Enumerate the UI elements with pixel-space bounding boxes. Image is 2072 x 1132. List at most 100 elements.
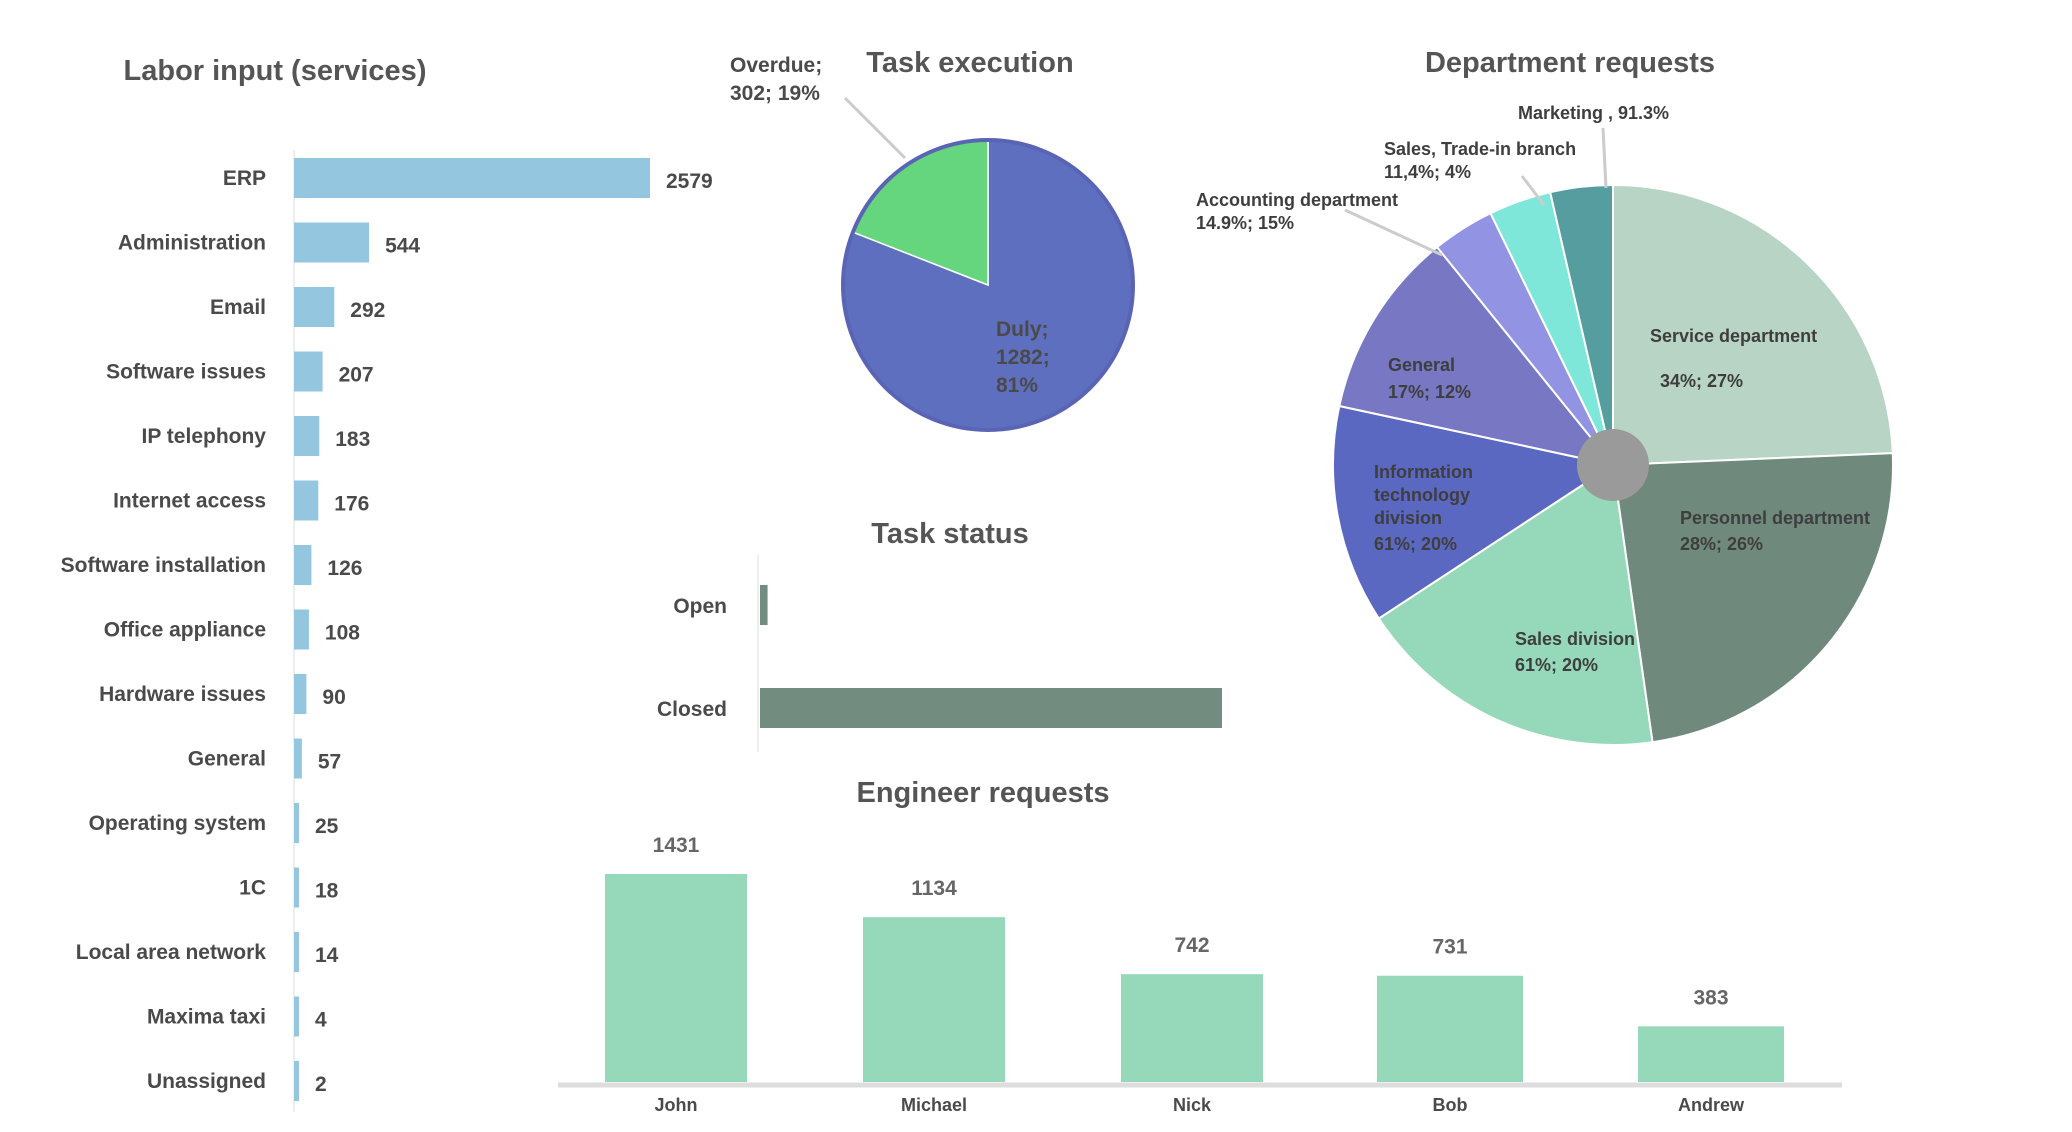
- labor-bar-software-issues: [294, 351, 323, 392]
- labor-bar-local-area-network: [294, 932, 299, 972]
- labor-value-local-area-network: 14: [315, 944, 339, 967]
- dept-label-information-technology-division: Information technology division: [1374, 462, 1473, 528]
- labor-value-administration: 544: [385, 235, 420, 258]
- engineer-bar-john: [605, 874, 747, 1082]
- execution-chart: Task execution Duly; 1282; 81% Overdue; 302;…: [730, 47, 1135, 432]
- engineer-label-andrew: Andrew: [1678, 1095, 1745, 1115]
- dept-slice-information-technology-division: [1332, 404, 1616, 620]
- labor-value-unassigned: 2: [315, 1073, 327, 1096]
- labor-label-unassigned: Unassigned: [147, 1070, 266, 1093]
- dept-pie-center: [1577, 429, 1649, 501]
- labor-chart: Labor input (services) ERP 2579 Administra…: [61, 55, 713, 1112]
- execution-label-overdue: Overdue; 302; 19%: [730, 54, 822, 105]
- department-chart: Department requests Service department 34…: [1196, 47, 1894, 746]
- engineer-value-michael: 1134: [911, 877, 957, 900]
- labor-label-software-issues: Software issues: [106, 361, 266, 384]
- labor-bar-maxima-taxi: [294, 996, 299, 1037]
- status-label-closed: Closed: [657, 698, 727, 721]
- labor-label-ip-telephony: IP telephony: [142, 425, 267, 448]
- labor-label-internet-access: Internet access: [113, 490, 266, 513]
- dept-label-general: General: [1388, 355, 1455, 375]
- dept-value-accounting-department: 14.9%; 15%: [1196, 213, 1294, 233]
- labor-value-hardware-issues: 90: [322, 686, 345, 709]
- labor-label-email: Email: [210, 296, 266, 319]
- labor-bar-general: [294, 738, 302, 779]
- dept-label-sales-division: Sales division: [1515, 629, 1635, 649]
- labor-label-administration: Administration: [118, 232, 266, 255]
- execution-chart-title: Task execution: [866, 47, 1073, 79]
- execution-pie-rim: [841, 138, 1135, 432]
- labor-value-general: 57: [318, 751, 341, 774]
- labor-bar-erp: [294, 158, 650, 198]
- dept-label-sales-trade-in-branch: Sales, Trade-in branch: [1384, 139, 1576, 159]
- engineer-bar-andrew: [1638, 1026, 1784, 1082]
- engineer-label-nick: Nick: [1173, 1095, 1212, 1115]
- engineer-label-bob: Bob: [1433, 1095, 1468, 1115]
- dept-value-personnel-department: 28%; 26%: [1680, 534, 1763, 554]
- labor-value-email: 292: [350, 299, 385, 322]
- execution-label-overdue-line: 302; 19%: [730, 82, 820, 105]
- labor-value-office-appliance: 108: [325, 622, 360, 645]
- engineer-value-nick: 742: [1174, 934, 1209, 957]
- engineer-value-john: 1431: [653, 834, 700, 857]
- dept-value-sales-trade-in-branch: 11,4%; 4%: [1384, 162, 1471, 182]
- status-label-open: Open: [673, 595, 727, 618]
- engineer-bar-michael: [863, 917, 1005, 1082]
- department-chart-title: Department requests: [1425, 47, 1715, 79]
- labor-value-software-issues: 207: [339, 364, 374, 387]
- labor-value-erp: 2579: [666, 170, 713, 193]
- dept-value-general: 17%; 12%: [1388, 382, 1471, 402]
- labor-bar-email: [294, 287, 335, 327]
- labor-label-local-area-network: Local area network: [76, 941, 267, 964]
- engineer-bar-nick: [1121, 974, 1263, 1082]
- labor-label-operating-system: Operating system: [89, 812, 266, 835]
- labor-label-erp: ERP: [223, 167, 266, 190]
- labor-label-office-appliance: Office appliance: [104, 619, 266, 642]
- dept-label-it-line: division: [1374, 508, 1442, 528]
- labor-bar-software-installation: [294, 545, 312, 585]
- dept-value-information-technology-division: 61%; 20%: [1374, 534, 1457, 554]
- dept-label-service-department: Service department: [1650, 326, 1817, 346]
- dept-slice-sales-division: [1377, 463, 1654, 746]
- dept-label-accounting-department: Accounting department: [1196, 190, 1398, 210]
- engineer-value-bob: 731: [1432, 936, 1467, 959]
- engineer-chart-title: Engineer requests: [856, 777, 1109, 809]
- engineer-bar-bob: [1377, 975, 1523, 1082]
- labor-value-software-installation: 126: [327, 557, 362, 580]
- dept-value-service-department: 34%; 27%: [1660, 371, 1743, 391]
- dept-label-it-line: Information: [1374, 462, 1473, 482]
- dept-leader-accounting-department: [1344, 208, 1443, 257]
- labor-chart-title: Labor input (services): [124, 55, 427, 87]
- labor-bar-internet-access: [294, 480, 319, 521]
- labor-label-1c: 1C: [239, 877, 266, 900]
- dept-label-personnel-department: Personnel department: [1680, 508, 1870, 528]
- labor-value-ip-telephony: 183: [335, 428, 370, 451]
- labor-bar-office-appliance: [294, 609, 309, 650]
- labor-bar-operating-system: [294, 803, 299, 843]
- dept-slice-service-department: [1612, 183, 1894, 467]
- labor-bar-hardware-issues: [294, 674, 307, 714]
- labor-bar-unassigned: [294, 1061, 299, 1101]
- labor-bar-ip-telephony: [294, 416, 320, 456]
- execution-label-duly-line: 1282;: [996, 346, 1050, 369]
- dept-label-marketing-91-3: Marketing , 91.3%: [1518, 103, 1669, 123]
- status-chart-title: Task status: [871, 518, 1028, 550]
- labor-label-general: General: [188, 748, 266, 771]
- execution-label-duly-line: 81%: [996, 374, 1038, 397]
- dept-label-it-line: technology: [1374, 485, 1470, 505]
- status-bar-open: [760, 585, 768, 625]
- dept-slice-personnel-department: [1611, 452, 1894, 744]
- labor-value-operating-system: 25: [315, 815, 339, 838]
- labor-value-1c: 18: [315, 880, 339, 903]
- labor-label-software-installation: Software installation: [61, 554, 266, 577]
- dept-slice-marketing-91-3: [1548, 183, 1614, 466]
- labor-label-maxima-taxi: Maxima taxi: [147, 1006, 266, 1029]
- engineer-label-john: John: [655, 1095, 698, 1115]
- labor-value-maxima-taxi: 4: [315, 1009, 327, 1032]
- status-chart: Task status Open Closed: [657, 518, 1222, 752]
- labor-bar-administration: [294, 222, 370, 263]
- execution-label-overdue-line: Overdue;: [730, 54, 822, 77]
- engineer-label-michael: Michael: [901, 1095, 967, 1115]
- dept-leader-marketing-91-3: [1601, 127, 1608, 189]
